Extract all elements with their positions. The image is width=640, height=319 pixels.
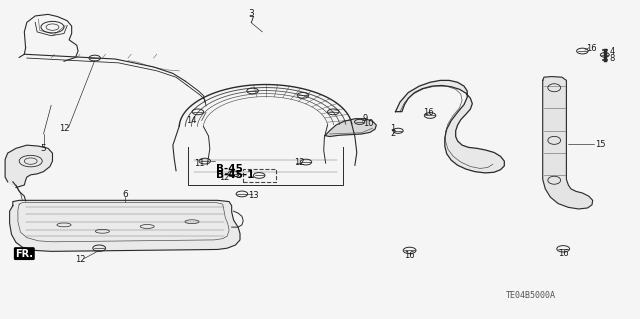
Polygon shape xyxy=(396,80,504,173)
Polygon shape xyxy=(543,77,593,209)
Text: TE04B5000A: TE04B5000A xyxy=(506,291,556,300)
Text: 12: 12 xyxy=(219,173,229,182)
Text: 9: 9 xyxy=(363,114,368,123)
Text: 4: 4 xyxy=(609,47,614,56)
Text: B-45-1: B-45-1 xyxy=(216,170,255,181)
Text: 12: 12 xyxy=(294,158,305,167)
Text: 12: 12 xyxy=(59,124,69,133)
Text: 14: 14 xyxy=(186,116,196,125)
Text: 6: 6 xyxy=(122,190,127,199)
Text: 16: 16 xyxy=(586,44,596,53)
Text: B-45: B-45 xyxy=(216,164,243,174)
Text: 7: 7 xyxy=(249,16,254,25)
Text: 16: 16 xyxy=(424,108,434,117)
Text: 12: 12 xyxy=(76,256,86,264)
Text: 16: 16 xyxy=(404,251,415,260)
Text: 15: 15 xyxy=(595,140,605,149)
Text: 5: 5 xyxy=(41,144,46,153)
Polygon shape xyxy=(325,119,376,137)
Text: 11: 11 xyxy=(195,159,205,168)
Text: 10: 10 xyxy=(363,119,373,128)
Text: 8: 8 xyxy=(609,54,614,63)
Text: 13: 13 xyxy=(248,191,259,200)
Text: FR.: FR. xyxy=(15,249,33,259)
Polygon shape xyxy=(5,145,52,188)
Text: 1: 1 xyxy=(390,124,396,133)
Text: 3: 3 xyxy=(249,9,254,18)
Polygon shape xyxy=(10,200,240,251)
Text: 2: 2 xyxy=(390,129,396,138)
Text: 16: 16 xyxy=(558,249,568,258)
